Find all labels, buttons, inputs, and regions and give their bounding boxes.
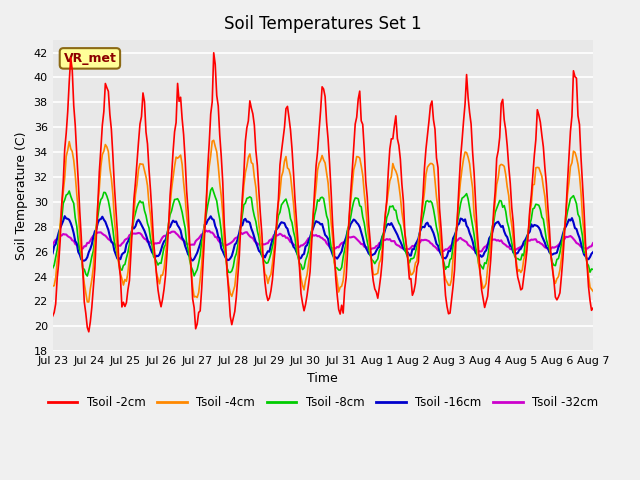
Title: Soil Temperatures Set 1: Soil Temperatures Set 1 <box>224 15 422 33</box>
X-axis label: Time: Time <box>307 372 338 384</box>
Y-axis label: Soil Temperature (C): Soil Temperature (C) <box>15 132 28 260</box>
Text: VR_met: VR_met <box>63 52 116 65</box>
Legend: Tsoil -2cm, Tsoil -4cm, Tsoil -8cm, Tsoil -16cm, Tsoil -32cm: Tsoil -2cm, Tsoil -4cm, Tsoil -8cm, Tsoi… <box>43 391 603 414</box>
